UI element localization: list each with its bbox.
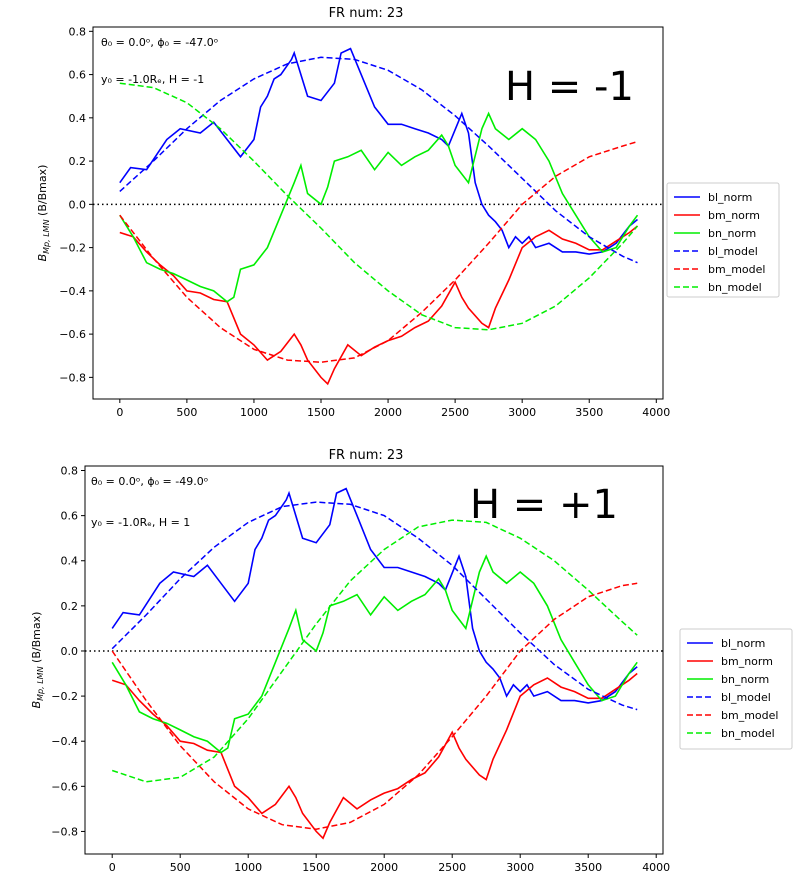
bottom-y-tick-label: 0.4 — [61, 555, 79, 568]
top-x-tick-label: 500 — [176, 406, 197, 419]
top-legend-label: bn_model — [708, 281, 762, 294]
bottom-x-tick-label: 2000 — [370, 861, 398, 874]
top-chart-title: FR num: 23 — [329, 6, 404, 21]
top-series-bl-norm — [119, 47, 639, 255]
bottom-y-axis-label: BMp, LMN (B/Bmax) — [30, 612, 45, 709]
top-x-tick-label: 3000 — [508, 406, 536, 419]
bottom-x-tick-label: 4000 — [642, 861, 670, 874]
top-legend-label: bm_model — [708, 263, 765, 276]
top-x-tick-label: 1500 — [307, 406, 335, 419]
bottom-legend-label: bl_model — [721, 691, 771, 704]
bottom-y-tick-label: 0.0 — [61, 645, 79, 658]
top-legend-label: bn_norm — [708, 227, 756, 240]
bottom-series-bl-model — [111, 501, 638, 711]
top-series-bm-model — [119, 140, 638, 363]
bottom-legend-label: bn_norm — [721, 673, 769, 686]
bottom-legend-label: bn_model — [721, 727, 775, 740]
bottom-legend-label: bm_norm — [721, 655, 773, 668]
top-legend-label: bl_norm — [708, 191, 752, 204]
top-legend-label: bm_norm — [708, 209, 760, 222]
bottom-x-tick-label: 0 — [109, 861, 116, 874]
top-x-tick-label: 2000 — [374, 406, 402, 419]
bottom-x-tick-label: 3500 — [574, 861, 602, 874]
top-y-tick-label: −0.8 — [59, 371, 86, 384]
bottom-legend-label: bm_model — [721, 709, 778, 722]
top-y-tick-label: 0.0 — [69, 198, 87, 211]
bottom-series-bm-norm — [111, 672, 638, 840]
bottom-series-bl-norm — [111, 487, 638, 704]
top-x-tick-label: 0 — [116, 406, 123, 419]
bottom-y-tick-label: 0.6 — [61, 510, 79, 523]
bottom-y-tick-label: 0.8 — [61, 465, 79, 478]
top-x-tick-label: 2500 — [441, 406, 469, 419]
top-chart: FR num: 23 BMp, LMN (B/Bmax) θ₀ = 0.0ᵒ, … — [36, 6, 780, 419]
bottom-annotation-angles: θ₀ = 0.0ᵒ, ϕ₀ = -49.0ᵒ — [91, 475, 208, 488]
top-x-tick-label: 1000 — [240, 406, 268, 419]
bottom-series-bn-norm — [111, 554, 638, 754]
bottom-plot-frame — [84, 465, 664, 855]
bottom-series-bn-model — [111, 519, 638, 783]
top-y-tick-label: −0.4 — [59, 285, 86, 298]
top-series-bn-model — [119, 82, 639, 331]
top-y-tick-label: −0.2 — [59, 242, 86, 255]
top-series-bn-norm — [119, 111, 639, 303]
bottom-y-tick-label: −0.4 — [51, 735, 78, 748]
bottom-y-tick-label: −0.6 — [51, 780, 78, 793]
bottom-x-tick-label: 1500 — [302, 861, 330, 874]
top-x-tick-label: 3500 — [575, 406, 603, 419]
bottom-legend-label: bl_norm — [721, 637, 765, 650]
top-y-axis-label: BMp, LMN (B/Bmax) — [36, 165, 51, 262]
top-annotation-angles: θ₀ = 0.0ᵒ, ϕ₀ = -47.0ᵒ — [101, 36, 218, 49]
top-annotation-params: y₀ = -1.0Rₑ, H = -1 — [101, 73, 204, 86]
top-plot-frame — [92, 26, 664, 400]
bottom-annotation-params: y₀ = -1.0Rₑ, H = 1 — [91, 516, 190, 529]
bottom-legend-box — [679, 628, 793, 750]
bottom-series-bm-model — [111, 582, 638, 830]
bottom-y-tick-label: 0.2 — [61, 600, 79, 613]
top-legend-label: bl_model — [708, 245, 758, 258]
bottom-chart-title: FR num: 23 — [329, 448, 404, 463]
top-helicity-label: H = -1 — [505, 64, 634, 110]
bottom-x-tick-label: 3000 — [506, 861, 534, 874]
bottom-y-tick-label: −0.8 — [51, 825, 78, 838]
bottom-x-tick-label: 2500 — [438, 861, 466, 874]
bottom-x-tick-label: 500 — [170, 861, 191, 874]
bottom-y-tick-label: −0.2 — [51, 690, 78, 703]
bottom-x-tick-label: 1000 — [234, 861, 262, 874]
bottom-helicity-label: H = +1 — [470, 482, 618, 528]
top-y-tick-label: 0.4 — [69, 112, 87, 125]
top-y-tick-label: 0.6 — [69, 69, 87, 82]
bottom-legend — [679, 628, 793, 750]
top-series-bl-model — [119, 56, 638, 264]
bottom-chart: FR num: 23 BMp, LMN (B/Bmax) θ₀ = 0.0ᵒ, … — [30, 448, 793, 874]
top-x-tick-label: 4000 — [642, 406, 670, 419]
top-y-tick-label: 0.2 — [69, 155, 87, 168]
top-y-tick-label: 0.8 — [69, 25, 87, 38]
top-y-tick-label: −0.6 — [59, 328, 86, 341]
